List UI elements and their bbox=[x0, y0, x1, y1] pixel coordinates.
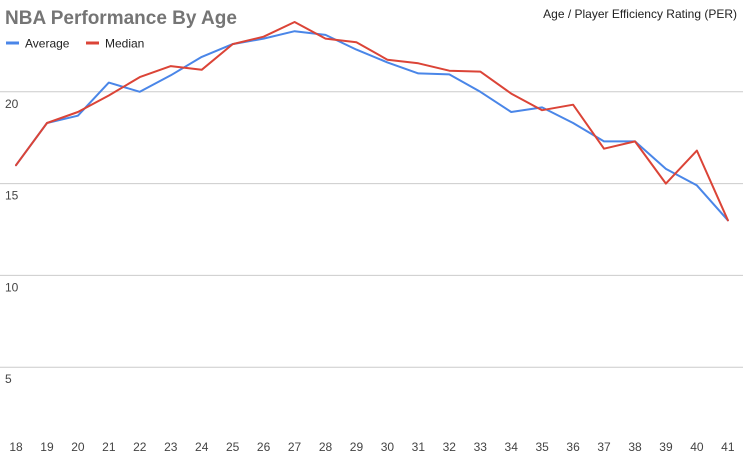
x-tick-label: 28 bbox=[319, 440, 333, 454]
x-tick-label: 25 bbox=[226, 440, 240, 454]
y-tick-label: 10 bbox=[5, 280, 19, 294]
x-tick-label: 21 bbox=[102, 440, 116, 454]
x-tick-label: 31 bbox=[412, 440, 426, 454]
x-tick-label: 26 bbox=[257, 440, 271, 454]
x-tick-label: 20 bbox=[71, 440, 85, 454]
legend-item-average[interactable]: Average bbox=[6, 37, 70, 51]
series-lines bbox=[15, 21, 729, 222]
y-axis-ticks: 5 10 15 20 bbox=[5, 97, 19, 386]
x-tick-label: 35 bbox=[535, 440, 549, 454]
x-tick-label: 23 bbox=[164, 440, 178, 454]
legend-label-average: Average bbox=[25, 37, 70, 51]
x-tick-label: 24 bbox=[195, 440, 209, 454]
x-tick-label: 19 bbox=[40, 440, 54, 454]
chart-title: NBA Performance By Age bbox=[5, 8, 237, 29]
chart-subtitle: Age / Player Efficiency Rating (PER) bbox=[543, 7, 737, 21]
y-tick-label: 15 bbox=[5, 189, 19, 203]
x-tick-label: 36 bbox=[566, 440, 580, 454]
x-tick-label: 34 bbox=[505, 440, 519, 454]
x-tick-label: 40 bbox=[690, 440, 704, 454]
gridlines bbox=[0, 91, 743, 368]
x-tick-label: 27 bbox=[288, 440, 302, 454]
legend-item-median[interactable]: Median bbox=[86, 37, 144, 51]
x-tick-label: 37 bbox=[597, 440, 611, 454]
x-tick-label: 38 bbox=[628, 440, 642, 454]
legend: Average Median bbox=[6, 37, 144, 51]
y-tick-label: 5 bbox=[5, 372, 12, 386]
x-axis-ticks: 18 19 20 21 22 23 24 25 26 27 28 29 30 31 32 33 34 35 36 37… bbox=[9, 440, 735, 454]
series-line-median[interactable] bbox=[15, 21, 729, 222]
x-tick-label: 29 bbox=[350, 440, 364, 454]
x-tick-label: 18 bbox=[9, 440, 23, 454]
y-tick-label: 20 bbox=[5, 97, 19, 111]
x-tick-label: 32 bbox=[443, 440, 457, 454]
x-tick-label: 22 bbox=[133, 440, 147, 454]
x-tick-label: 33 bbox=[474, 440, 488, 454]
x-tick-label: 30 bbox=[381, 440, 395, 454]
legend-label-median: Median bbox=[105, 37, 144, 51]
series-line-average[interactable] bbox=[15, 30, 729, 222]
x-tick-label: 41 bbox=[721, 440, 735, 454]
x-tick-label: 39 bbox=[659, 440, 673, 454]
